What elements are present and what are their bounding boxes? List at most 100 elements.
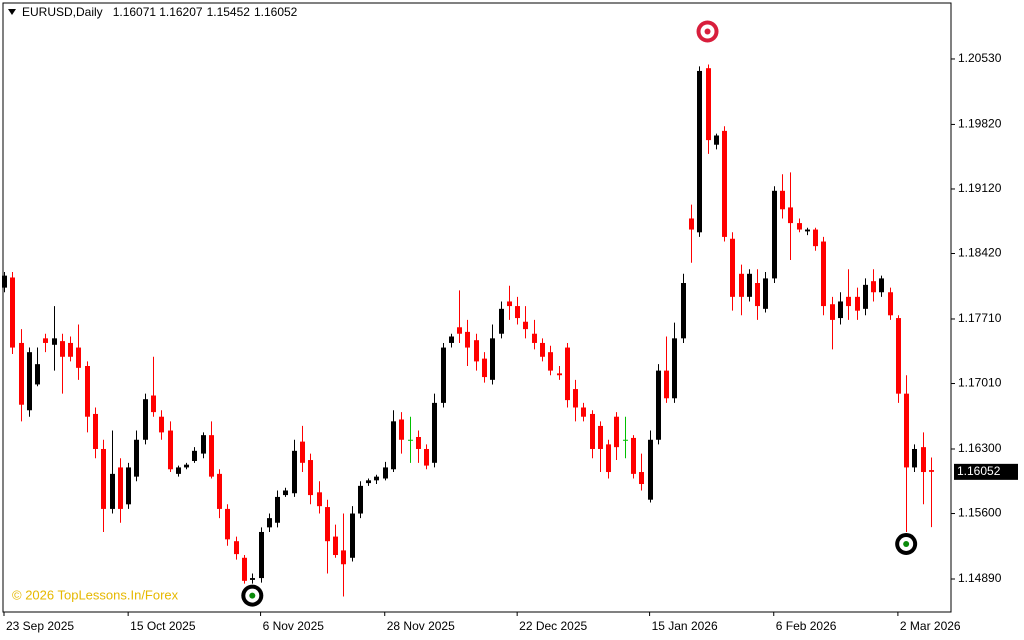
candle-body [159,416,164,433]
y-tick-label: 1.14890 [958,571,1002,585]
candle [697,66,702,237]
candle [896,315,901,403]
candle [259,527,264,583]
candle-body [639,472,644,485]
candle-body [523,321,528,330]
candle [391,410,396,473]
candle [821,236,826,316]
candle [499,301,504,339]
candle [242,555,247,584]
y-tick-label: 1.15600 [958,506,1002,520]
candle-body [805,229,810,232]
marker-dot [704,28,711,35]
candle [341,513,346,597]
candle [797,218,802,233]
candle [780,174,785,219]
candle [275,490,280,528]
candle [631,435,636,479]
candle-body [192,450,197,461]
candle [184,462,189,470]
candle-body [904,393,909,468]
candle-body [730,238,735,297]
candle [714,133,719,150]
candle-body [813,229,818,247]
candle-body [2,275,7,288]
candle-body [631,437,636,474]
candle [515,296,520,325]
candle [192,447,197,463]
candle [225,504,230,546]
candle [250,573,255,584]
candle-body [772,190,777,279]
candle-body [85,366,90,417]
candle [788,172,793,260]
candle [366,478,371,486]
candle [656,364,661,445]
candle-body [43,338,48,343]
candle-body [292,450,297,494]
y-tick-label: 1.19820 [958,117,1002,131]
header-high: 1.16207 [159,5,203,19]
candle [838,292,843,325]
candle-body [325,507,330,542]
candle [234,536,239,560]
candle-body [441,347,446,403]
candle-body [929,470,934,472]
candle [101,439,106,532]
header-open: 1.16071 [113,5,157,19]
candle-body [648,439,653,500]
menu-triangle[interactable] [8,9,16,15]
x-tick-label: 6 Nov 2025 [263,619,325,633]
candle [912,444,917,473]
candle [929,457,934,528]
candle [10,271,15,355]
price-label: 1.16052 [957,464,1001,478]
candle [664,336,669,403]
candle [159,410,164,440]
candle [590,410,595,459]
candle-body [490,338,495,380]
candle [93,407,98,459]
candle-body [391,421,396,470]
symbol: EURUSD,Daily [22,5,103,19]
candle [267,513,272,532]
candle-body [499,308,504,334]
candle [350,506,355,562]
candle-body [672,338,677,399]
candle-body [374,476,379,481]
x-tick-label: 28 Nov 2025 [387,619,455,633]
candle [441,342,446,408]
candle-body [557,373,562,376]
candle [424,444,429,470]
candle-body [863,284,868,309]
candle-body [465,331,470,348]
candle [681,273,686,343]
candle-body [681,283,686,339]
candle-body [896,318,901,394]
marker-dot [249,592,256,599]
candle [317,481,322,514]
candle [490,324,495,385]
candle-body [614,416,619,448]
candle [399,412,404,454]
candle-body [763,278,768,309]
candle [573,379,578,422]
candle [43,333,48,353]
candle [722,126,727,242]
candle-body [275,496,280,523]
candle-body [888,292,893,316]
candle [201,432,206,459]
candle-body [424,448,429,466]
candle-body [383,467,388,479]
candle [474,333,479,371]
candle-body [259,531,264,579]
candle-body [722,130,727,237]
candle [747,269,752,302]
x-tick-label: 15 Oct 2025 [130,619,196,633]
candle-body [821,241,826,307]
candle [598,421,603,473]
candle-body [590,413,595,449]
candle-body [300,441,305,463]
candle-body [573,389,578,408]
